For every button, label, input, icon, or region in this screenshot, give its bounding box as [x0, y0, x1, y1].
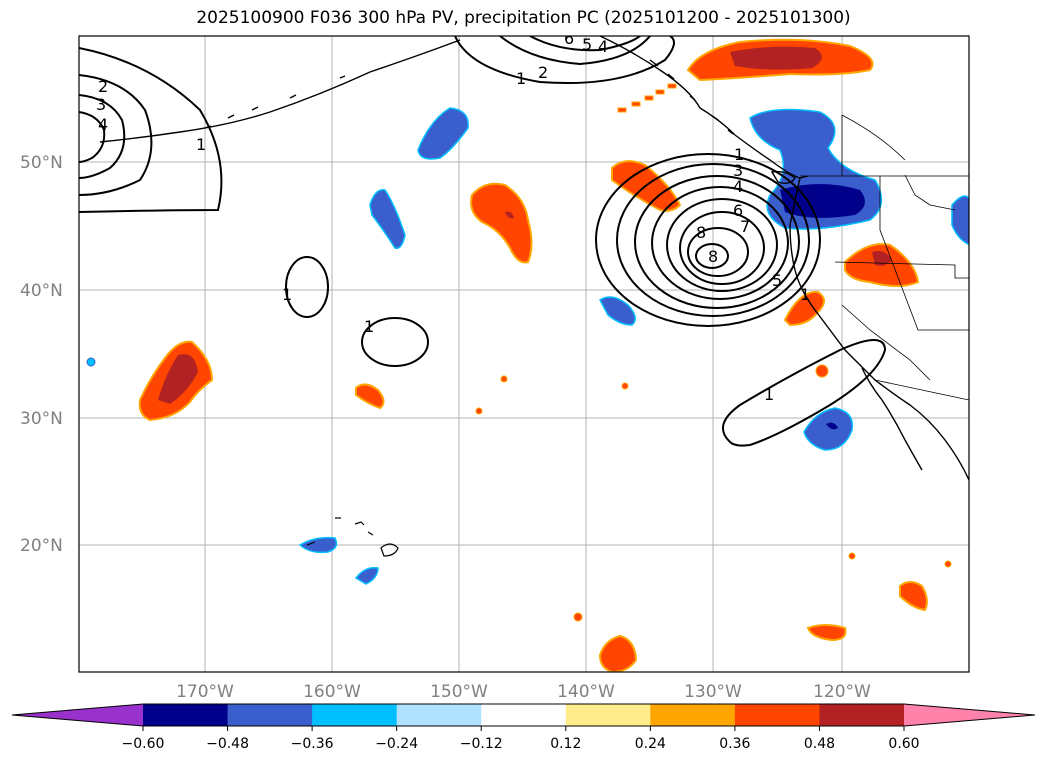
colorbar-segment	[734, 704, 820, 726]
colorbar-tick-label: −0.48	[206, 736, 249, 752]
latitude-labels: 50°N 40°N 30°N 20°N	[20, 153, 63, 556]
lon-label: 160°W	[303, 682, 361, 702]
lat-label: 30°N	[20, 409, 63, 429]
colorbar-tick-label: 0.24	[635, 736, 666, 752]
contour-label: 1	[516, 69, 526, 88]
contour-label: 5	[772, 271, 782, 290]
colorbar-tick-label: −0.60	[122, 736, 165, 752]
contour-label: 3	[96, 95, 106, 114]
contour-label: 1	[196, 135, 206, 154]
contour-label: 2	[98, 77, 108, 96]
colorbar-tick-label: 0.12	[550, 736, 581, 752]
colorbar-segment	[565, 704, 651, 726]
figure-title: 2025100900 F036 300 hPa PV, precipitatio…	[196, 8, 851, 28]
contour-label: 6	[733, 201, 743, 220]
contour-label: 6	[564, 29, 574, 48]
contour-label: 8	[708, 247, 718, 266]
colorbar-tick-label: −0.12	[460, 736, 503, 752]
pv-contours	[79, 36, 887, 447]
lon-label: 170°W	[176, 682, 234, 702]
coastlines	[99, 36, 969, 481]
hawaii-islands	[306, 517, 399, 557]
lat-label: 40°N	[20, 281, 63, 301]
lat-label: 50°N	[20, 153, 63, 173]
lon-label: 120°W	[813, 682, 871, 702]
colorbar-segment	[650, 704, 736, 726]
lat-label: 20°N	[20, 536, 63, 556]
lon-label: 130°W	[684, 682, 742, 702]
contour-labels: 2 3 4 1 1 1 1 2 6 5 4 1 3 4 6 7 8 8 5 1 …	[96, 29, 810, 404]
colorbar-tick-label: 0.48	[804, 736, 835, 752]
contour-label: 3	[733, 161, 743, 180]
colorbar-tick-label: 0.36	[719, 736, 750, 752]
colorbar-segment	[481, 704, 567, 726]
contour-label: 4	[598, 37, 608, 56]
colorbar-extend-high	[904, 704, 1035, 726]
colorbar-tick-label: 0.60	[888, 736, 919, 752]
colorbar-extend-low	[12, 704, 143, 726]
longitude-labels: 170°W 160°W 150°W 140°W 130°W 120°W	[176, 682, 871, 702]
colorbar-segment	[312, 704, 398, 726]
contour-label: 1	[364, 317, 374, 336]
colorbar-segment	[227, 704, 313, 726]
colorbar: −0.60 −0.48 −0.36 −0.24 −0.12 0.12 0.24 0.36 0.4…	[11, 703, 1036, 752]
contour-label: 4	[98, 115, 108, 134]
contour-label: 5	[582, 35, 592, 54]
contour-label: 8	[696, 223, 706, 242]
lon-label: 140°W	[557, 682, 615, 702]
contour-label: 4	[733, 177, 743, 196]
contour-label: 1	[800, 285, 810, 304]
contour-label: 1	[282, 285, 292, 304]
colorbar-tick-label: −0.36	[291, 736, 334, 752]
map-frame	[78, 35, 970, 673]
contour-label: 2	[538, 63, 548, 82]
contour-label: 1	[734, 145, 744, 164]
borders	[800, 114, 969, 401]
contour-label: 1	[764, 385, 774, 404]
lon-label: 150°W	[430, 682, 488, 702]
colorbar-segment	[819, 704, 905, 726]
contour-label: 7	[740, 217, 750, 236]
colorbar-segment	[143, 704, 229, 726]
colorbar-tick-label: −0.24	[375, 736, 418, 752]
colorbar-segment	[396, 704, 482, 726]
